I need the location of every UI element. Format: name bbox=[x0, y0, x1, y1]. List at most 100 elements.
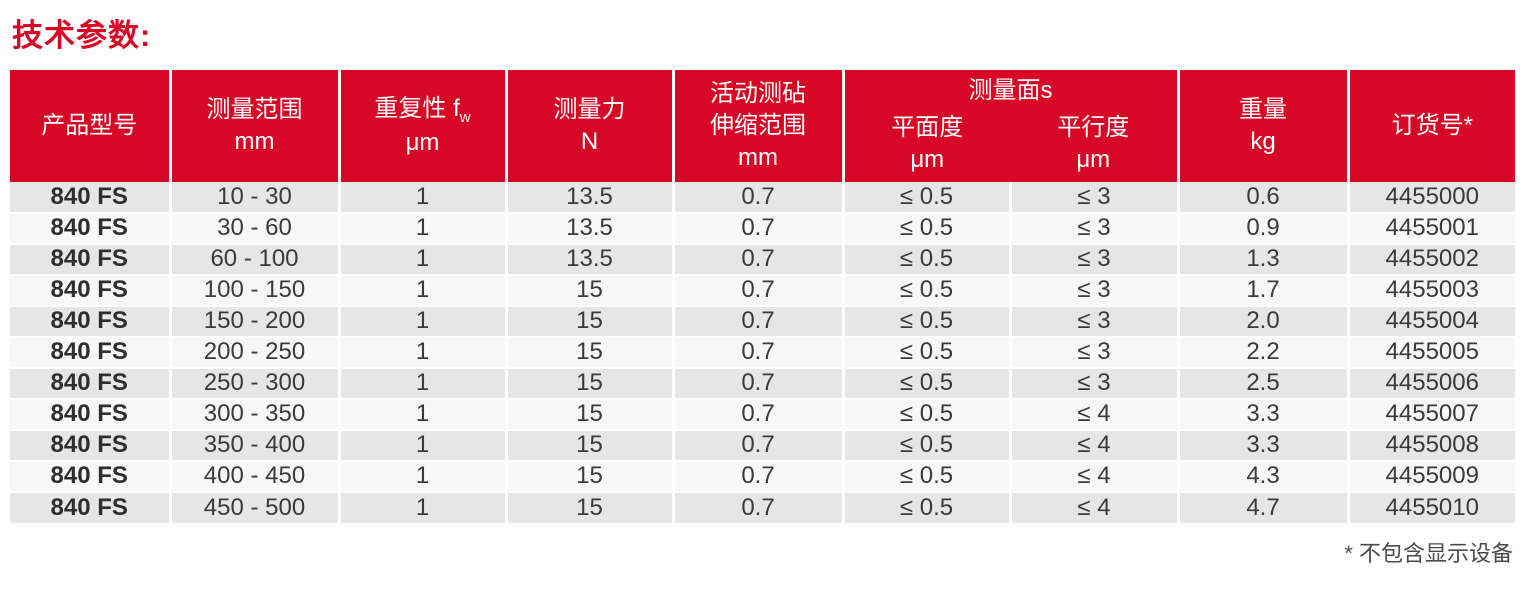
table-header: 产品型号 测量范围 mm 重复性 fw μm 测量力 N 活动测砧 伸缩范围 bbox=[10, 70, 1515, 182]
cell-measuring-force: 15 bbox=[506, 398, 675, 430]
col-header-flatness-label: 平面度 bbox=[891, 114, 964, 141]
cell-anvil-travel: 0.7 bbox=[673, 336, 845, 368]
col-header-flatness-unit: μm bbox=[910, 145, 945, 173]
cell-measuring-force: 15 bbox=[506, 274, 675, 306]
table-row: 840 FS 250 - 300 1 15 0.7 ≤ 0.5 ≤ 3 2.5 … bbox=[10, 367, 1515, 399]
cell-order-number: 4455006 bbox=[1348, 367, 1515, 399]
cell-weight: 0.9 bbox=[1178, 212, 1350, 244]
col-header-anvil-travel-label2: 伸缩范围 bbox=[710, 112, 806, 140]
cell-anvil-travel: 0.7 bbox=[673, 367, 845, 399]
cell-repeatability: 1 bbox=[339, 212, 508, 244]
col-header-weight-label: 重量 bbox=[1239, 96, 1287, 124]
cell-flatness: ≤ 0.5 bbox=[843, 429, 1012, 461]
col-header-parallelism-unit: μm bbox=[1076, 145, 1111, 173]
cell-anvil-travel: 0.7 bbox=[673, 212, 845, 244]
cell-repeatability: 1 bbox=[339, 274, 508, 306]
cell-order-number: 4455008 bbox=[1348, 429, 1515, 461]
cell-measuring-range: 400 - 450 bbox=[170, 460, 341, 492]
cell-weight: 2.5 bbox=[1178, 367, 1350, 399]
cell-measuring-range: 200 - 250 bbox=[170, 336, 341, 368]
cell-repeatability: 1 bbox=[339, 429, 508, 461]
cell-anvil-travel: 0.7 bbox=[673, 305, 845, 337]
cell-measuring-force: 15 bbox=[506, 460, 675, 492]
table-row: 840 FS 300 - 350 1 15 0.7 ≤ 0.5 ≤ 4 3.3 … bbox=[10, 398, 1515, 430]
col-header-measuring-faces-group-label: 测量面s bbox=[968, 77, 1053, 105]
cell-measuring-force: 15 bbox=[506, 367, 675, 399]
cell-product-model: 840 FS bbox=[10, 212, 172, 244]
col-header-measuring-force-unit: N bbox=[580, 128, 599, 155]
table-row: 840 FS 10 - 30 1 13.5 0.7 ≤ 0.5 ≤ 3 0.6 … bbox=[10, 182, 1515, 213]
cell-anvil-travel: 0.7 bbox=[673, 460, 845, 492]
cell-weight: 0.6 bbox=[1178, 182, 1350, 213]
cell-parallelism: ≤ 3 bbox=[1010, 243, 1180, 275]
cell-order-number: 4455004 bbox=[1348, 305, 1515, 337]
cell-parallelism: ≤ 3 bbox=[1010, 212, 1180, 244]
cell-product-model: 840 FS bbox=[10, 429, 172, 461]
cell-flatness: ≤ 0.5 bbox=[843, 460, 1012, 492]
cell-order-number: 4455001 bbox=[1348, 212, 1515, 244]
cell-product-model: 840 FS bbox=[10, 182, 172, 213]
col-header-measuring-faces-group: 测量面s bbox=[843, 70, 1180, 112]
cell-weight: 4.3 bbox=[1178, 460, 1350, 492]
cell-flatness: ≤ 0.5 bbox=[843, 212, 1012, 244]
cell-parallelism: ≤ 3 bbox=[1010, 182, 1180, 213]
cell-product-model: 840 FS bbox=[10, 274, 172, 306]
cell-weight: 3.3 bbox=[1178, 429, 1350, 461]
col-header-anvil-travel: 活动测砧 伸缩范围 mm bbox=[673, 70, 845, 182]
cell-repeatability: 1 bbox=[339, 305, 508, 337]
cell-repeatability: 1 bbox=[339, 182, 508, 213]
col-header-order-number-label: 订货号* bbox=[1391, 112, 1473, 140]
cell-repeatability: 1 bbox=[339, 491, 508, 523]
cell-anvil-travel: 0.7 bbox=[673, 182, 845, 213]
table-body: 840 FS 10 - 30 1 13.5 0.7 ≤ 0.5 ≤ 3 0.6 … bbox=[10, 182, 1515, 523]
table-row: 840 FS 60 - 100 1 13.5 0.7 ≤ 0.5 ≤ 3 1.3… bbox=[10, 243, 1515, 275]
cell-measuring-range: 10 - 30 bbox=[170, 182, 341, 213]
col-header-anvil-travel-unit: mm bbox=[738, 143, 778, 171]
col-header-repeatability: 重复性 fw μm bbox=[339, 70, 508, 182]
col-header-flatness: 平面度 μm bbox=[843, 112, 1010, 182]
cell-order-number: 4455002 bbox=[1348, 243, 1515, 275]
page-title: 技术参数: bbox=[12, 18, 152, 53]
cell-anvil-travel: 0.7 bbox=[673, 243, 845, 275]
col-header-order-number: 订货号* bbox=[1348, 70, 1515, 182]
cell-measuring-range: 150 - 200 bbox=[170, 305, 341, 337]
cell-flatness: ≤ 0.5 bbox=[843, 182, 1012, 213]
col-header-repeatability-unit: μm bbox=[405, 129, 440, 157]
cell-measuring-force: 15 bbox=[506, 336, 675, 368]
footnote: * 不包含显示设备 bbox=[1344, 541, 1513, 566]
cell-parallelism: ≤ 4 bbox=[1010, 491, 1180, 523]
cell-flatness: ≤ 0.5 bbox=[843, 398, 1012, 430]
cell-flatness: ≤ 0.5 bbox=[843, 274, 1012, 306]
cell-flatness: ≤ 0.5 bbox=[843, 491, 1012, 523]
cell-weight: 1.3 bbox=[1178, 243, 1350, 275]
cell-order-number: 4455010 bbox=[1348, 491, 1515, 523]
table-row: 840 FS 30 - 60 1 13.5 0.7 ≤ 0.5 ≤ 3 0.9 … bbox=[10, 212, 1515, 244]
cell-product-model: 840 FS bbox=[10, 367, 172, 399]
cell-measuring-range: 300 - 350 bbox=[170, 398, 341, 430]
page: 技术参数: 产品型号 测量范围 mm 重复性 fw μm 测 bbox=[10, 18, 1515, 566]
cell-product-model: 840 FS bbox=[10, 460, 172, 492]
repeatability-label-text: 重复性 f bbox=[374, 94, 460, 122]
cell-product-model: 840 FS bbox=[10, 305, 172, 337]
cell-parallelism: ≤ 3 bbox=[1010, 305, 1180, 337]
table-row: 840 FS 200 - 250 1 15 0.7 ≤ 0.5 ≤ 3 2.2 … bbox=[10, 336, 1515, 368]
cell-product-model: 840 FS bbox=[10, 243, 172, 275]
cell-measuring-range: 60 - 100 bbox=[170, 243, 341, 275]
cell-weight: 2.2 bbox=[1178, 336, 1350, 368]
cell-measuring-range: 100 - 150 bbox=[170, 274, 341, 306]
cell-order-number: 4455005 bbox=[1348, 336, 1515, 368]
cell-parallelism: ≤ 3 bbox=[1010, 367, 1180, 399]
cell-order-number: 4455000 bbox=[1348, 182, 1515, 213]
cell-flatness: ≤ 0.5 bbox=[843, 336, 1012, 368]
cell-repeatability: 1 bbox=[339, 336, 508, 368]
cell-measuring-range: 250 - 300 bbox=[170, 367, 341, 399]
cell-measuring-range: 350 - 400 bbox=[170, 429, 341, 461]
cell-repeatability: 1 bbox=[339, 243, 508, 275]
cell-product-model: 840 FS bbox=[10, 398, 172, 430]
cell-parallelism: ≤ 4 bbox=[1010, 460, 1180, 492]
table-row: 840 FS 350 - 400 1 15 0.7 ≤ 0.5 ≤ 4 3.3 … bbox=[10, 429, 1515, 461]
cell-parallelism: ≤ 3 bbox=[1010, 274, 1180, 306]
col-header-measuring-range-unit: mm bbox=[234, 128, 275, 155]
col-header-measuring-range-label: 测量范围 bbox=[206, 96, 303, 124]
table-row: 840 FS 400 - 450 1 15 0.7 ≤ 0.5 ≤ 4 4.3 … bbox=[10, 460, 1515, 492]
